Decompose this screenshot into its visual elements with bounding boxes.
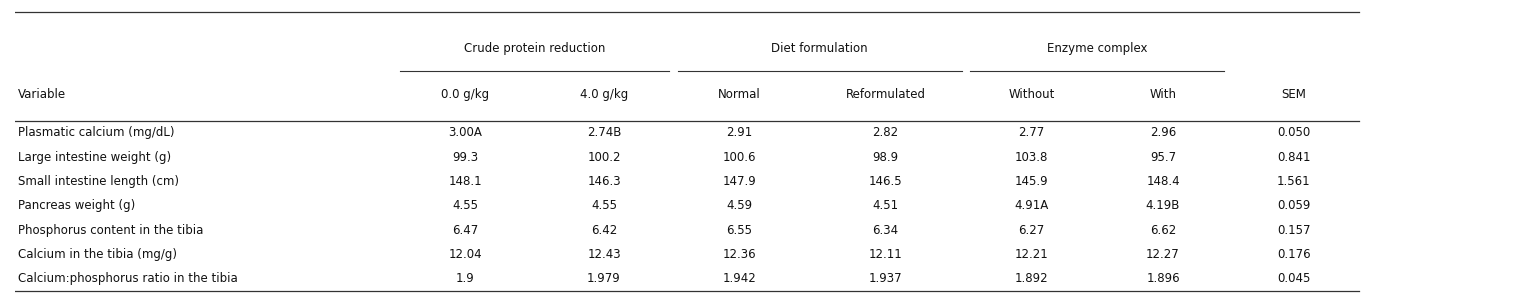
Text: 1.9: 1.9 [455,272,475,285]
Text: 145.9: 145.9 [1014,175,1048,188]
Text: SEM: SEM [1281,88,1307,100]
Text: Crude protein reduction: Crude protein reduction [465,42,605,55]
Text: 103.8: 103.8 [1014,151,1048,164]
Text: 2.96: 2.96 [1150,126,1176,139]
Text: 98.9: 98.9 [873,151,899,164]
Text: 2.91: 2.91 [726,126,752,139]
Text: 12.04: 12.04 [448,248,483,261]
Text: 0.059: 0.059 [1276,200,1310,212]
Text: Pancreas weight (g): Pancreas weight (g) [18,200,136,212]
Text: 1.561: 1.561 [1276,175,1310,188]
Text: 146.5: 146.5 [868,175,902,188]
Text: 4.55: 4.55 [591,200,617,212]
Text: 6.47: 6.47 [452,224,478,237]
Text: 6.42: 6.42 [591,224,617,237]
Text: 1.892: 1.892 [1014,272,1048,285]
Text: 146.3: 146.3 [588,175,621,188]
Text: 12.11: 12.11 [868,248,902,261]
Text: 2.82: 2.82 [873,126,899,139]
Text: 6.27: 6.27 [1019,224,1045,237]
Text: 147.9: 147.9 [722,175,755,188]
Text: Plasmatic calcium (mg/dL): Plasmatic calcium (mg/dL) [18,126,175,139]
Text: 6.55: 6.55 [726,224,752,237]
Text: 1.942: 1.942 [722,272,755,285]
Text: 4.55: 4.55 [452,200,478,212]
Text: 100.2: 100.2 [588,151,621,164]
Text: 3.00A: 3.00A [448,126,483,139]
Text: 12.36: 12.36 [722,248,755,261]
Text: Enzyme complex: Enzyme complex [1048,42,1147,55]
Text: 0.045: 0.045 [1276,272,1310,285]
Text: 4.59: 4.59 [726,200,752,212]
Text: 99.3: 99.3 [452,151,478,164]
Text: 95.7: 95.7 [1150,151,1176,164]
Text: 6.34: 6.34 [873,224,899,237]
Text: 12.43: 12.43 [588,248,621,261]
Text: 148.4: 148.4 [1147,175,1180,188]
Text: 4.0 g/kg: 4.0 g/kg [580,88,627,100]
Text: 148.1: 148.1 [448,175,483,188]
Text: 12.27: 12.27 [1147,248,1180,261]
Text: With: With [1150,88,1176,100]
Text: 6.62: 6.62 [1150,224,1176,237]
Text: Large intestine weight (g): Large intestine weight (g) [18,151,172,164]
Text: 12.21: 12.21 [1014,248,1048,261]
Text: 1.896: 1.896 [1147,272,1180,285]
Text: 4.91A: 4.91A [1014,200,1049,212]
Text: 4.19B: 4.19B [1145,200,1180,212]
Text: 0.0 g/kg: 0.0 g/kg [442,88,489,100]
Text: 2.74B: 2.74B [586,126,621,139]
Text: 1.937: 1.937 [868,272,902,285]
Text: Reformulated: Reformulated [845,88,926,100]
Text: 4.51: 4.51 [873,200,899,212]
Text: 100.6: 100.6 [722,151,755,164]
Text: Phosphorus content in the tibia: Phosphorus content in the tibia [18,224,204,237]
Text: 0.841: 0.841 [1276,151,1310,164]
Text: 0.176: 0.176 [1276,248,1310,261]
Text: Variable: Variable [18,88,67,100]
Text: 1.979: 1.979 [588,272,621,285]
Text: 0.050: 0.050 [1276,126,1310,139]
Text: Calcium:phosphorus ratio in the tibia: Calcium:phosphorus ratio in the tibia [18,272,238,285]
Text: Normal: Normal [717,88,760,100]
Text: 0.157: 0.157 [1276,224,1310,237]
Text: Calcium in the tibia (mg/g): Calcium in the tibia (mg/g) [18,248,177,261]
Text: Without: Without [1008,88,1055,100]
Text: Diet formulation: Diet formulation [771,42,868,55]
Text: Small intestine length (cm): Small intestine length (cm) [18,175,180,188]
Text: 2.77: 2.77 [1019,126,1045,139]
